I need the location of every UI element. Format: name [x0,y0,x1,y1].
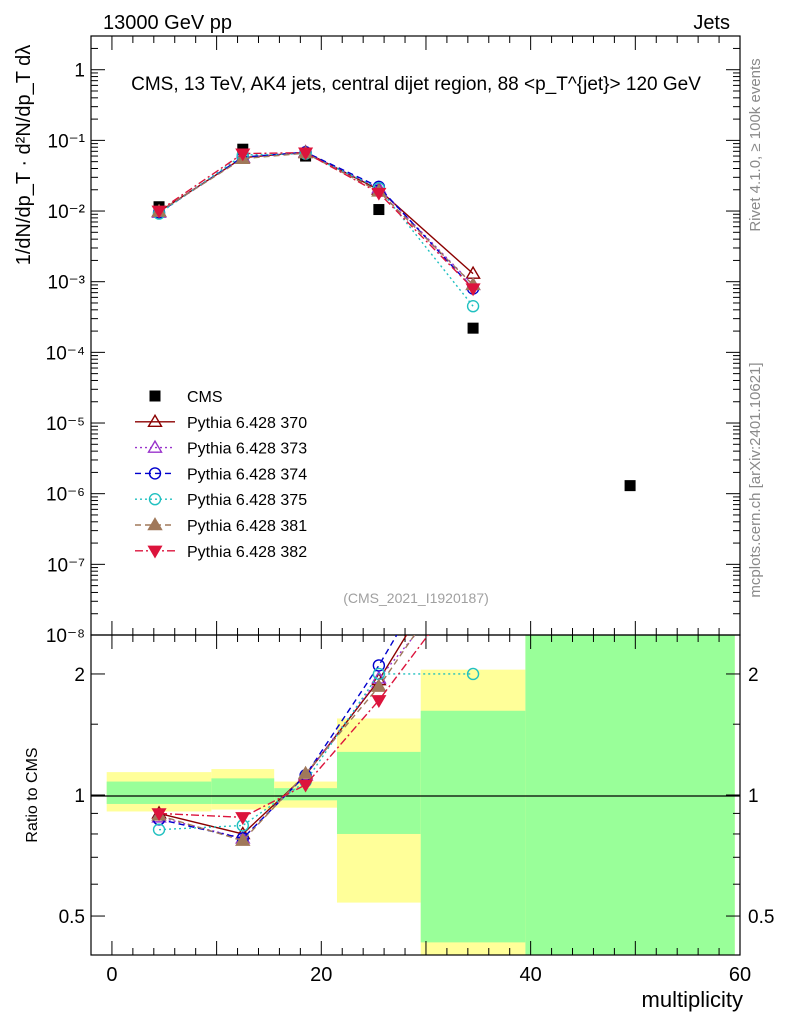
data-point-5-1 [235,812,251,826]
rivet-version-label: Rivet 4.1.0, ≥ 100k events [747,58,764,231]
data-point-0-4 [467,322,479,334]
data-point-0-5 [624,480,636,492]
data-point-5-3 [371,695,387,708]
legend-label-6: Pythia 6.428 382 [187,544,307,561]
x-axis-label: multiplicity [642,987,743,1012]
main-series-layer [151,143,636,492]
data-point-0-3 [373,204,385,216]
x-tick-label: 20 [310,964,332,986]
legend-marker-4 [148,493,162,506]
ratio-y-tick-label: 0.5 [59,907,85,928]
y-tick-label: 10⁻⁵ [46,414,85,435]
y-tick-label: 10⁻⁸ [46,626,85,647]
ratio-series-layer [151,635,480,846]
legend-marker-1 [147,413,163,428]
series-line-5 [159,635,429,819]
legend-label-4: Pythia 6.428 375 [187,492,307,509]
x-tick-label: 0 [106,964,117,986]
data-point-3-4 [466,667,480,681]
data-point-4-3 [371,678,387,692]
data-point-3-0 [152,823,166,836]
series-line-6 [158,151,474,290]
mcplots-label: mcplots.cern.ch [arXiv:2401.10621] [747,362,764,597]
data-point-4-1 [235,832,251,846]
data-point-3-3 [372,667,386,681]
series-line-2 [158,151,474,286]
x-tick-label: 60 [729,964,751,986]
data-point-2-3 [372,659,386,672]
legend-marker-3 [148,467,162,480]
axis-ticks: 0 20 40 60 10⁻⁸ 10⁻⁷ 10⁻⁶ 10⁻⁵ 10⁻⁴ 10⁻³ 10⁻² 10⁻¹ 1… [46,35,774,986]
legend-label-2: Pythia 6.428 373 [187,441,307,458]
legend-label-5: Pythia 6.428 381 [187,518,307,535]
series-line-3 [158,151,474,290]
legend-label-0: CMS [187,389,223,406]
data-point-4-4 [466,300,480,313]
ratio-y-axis-label: Ratio to CMS [24,747,41,842]
ratio-y-tick-label-right: 0.5 [748,907,774,928]
y-tick-label: 10⁻⁶ [46,485,85,506]
data-point-6-1 [235,148,251,162]
data-point-4-2 [297,765,314,779]
ratio-uncertainty-bands [106,635,735,955]
ratio-y-tick-label: 2 [74,665,85,686]
legend-marker-5 [147,517,163,531]
legend-marker-2 [147,439,163,453]
green-band-3 [336,751,421,834]
series-line-4 [158,152,474,307]
legend: CMS Pythia 6.428 370 Pythia 6.428 373 Pythi… [135,389,307,561]
y-tick-label: 10⁻⁷ [47,555,85,576]
ratio-y-tick-label-right: 2 [748,665,759,686]
green-band-4 [420,710,526,943]
ratio-y-tick-label-right: 1 [748,786,759,807]
main-y-axis-label: 1/dN/dp_T · d²N/dp_T dλ [13,45,35,266]
legend-marker-0 [149,390,161,402]
header-energy-label: 13000 GeV pp [103,12,232,34]
main-title: CMS, 13 TeV, AK4 jets, central dijet reg… [131,74,701,95]
data-point-6-2 [298,147,314,161]
analysis-watermark: (CMS_2021_I1920187) [343,590,489,606]
ratio-y-tick-label: 1 [74,786,85,807]
y-tick-label: 10⁻³ [48,273,86,294]
header-jets-label: Jets [693,12,730,34]
y-tick-label: 10⁻⁴ [46,343,85,364]
legend-label-1: Pythia 6.428 370 [187,415,307,432]
green-band-1 [211,778,275,804]
data-point-6-3 [371,187,387,201]
data-point-5-2 [298,779,314,793]
data-point-6-0 [151,205,167,219]
series-line-1 [158,151,474,275]
y-tick-label: 1 [74,61,85,82]
data-point-6-4 [465,283,481,297]
legend-marker-6 [147,545,163,559]
green-band-5 [525,635,735,955]
data-point-5-0 [151,808,167,822]
y-tick-label: 10⁻² [48,202,86,223]
series-line-5 [158,152,474,286]
legend-label-3: Pythia 6.428 374 [187,466,307,483]
green-band-0 [106,781,212,804]
y-tick-label: 10⁻¹ [48,131,86,152]
x-tick-label: 40 [520,964,542,986]
